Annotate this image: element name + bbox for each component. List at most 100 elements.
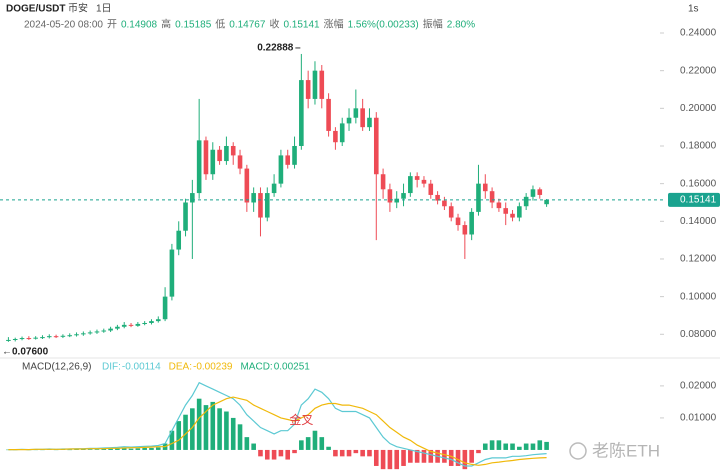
candle-body [12,338,18,340]
candle-body [155,319,161,322]
candle-body [251,193,256,203]
change-label: 涨幅 [324,18,344,31]
candle-body [217,149,222,162]
legend-value: 0.00251 [274,362,311,373]
macd-bar [346,449,352,457]
candle-body [360,108,365,128]
macd-bar [462,449,468,470]
macd-bar [455,449,461,466]
candle-body [53,336,59,338]
interval[interactable]: 1日 [96,4,112,15]
macd-bar [128,448,134,450]
macd-bar [523,443,529,450]
candle-body [489,191,495,203]
candle-body [60,335,66,337]
macd-bar [176,421,182,450]
macd-bar [217,408,222,450]
candle-body [128,324,134,326]
candle-body [19,338,25,340]
y-tick-label: 0.16000 [680,178,717,189]
candle-body [33,337,38,339]
candle-body [81,333,86,335]
macd-bar [190,408,195,450]
macd-bar [469,449,474,463]
macd-bar [142,448,147,450]
macd-bar [353,449,359,454]
candle-body [230,145,236,156]
candle-body [67,335,73,337]
candle-body [135,323,141,326]
macd-bar [183,414,188,450]
candle-body [469,211,474,235]
macd-bar [121,447,127,450]
symbol: DOGE/USDT [6,4,65,15]
macd-bar [237,424,243,450]
candle-body [408,176,413,194]
macd-bar [503,443,509,450]
speed[interactable]: 1s [688,4,699,15]
macd-bar [169,430,175,450]
macd-bar [230,417,236,450]
macd-bar [101,448,107,450]
candle-body [210,149,216,175]
cross-annotation: 金叉 [289,412,313,427]
candle-body [503,208,509,214]
legend-name: MACD: [240,362,272,373]
candle-body [196,140,202,194]
candle-body [87,332,93,334]
candle-body [224,145,229,162]
amplitude-label: 振幅 [423,18,443,31]
candle-body [101,330,107,332]
candle-body [394,198,400,203]
high: 0.15185 [175,20,212,31]
legend-name: DIF: [102,362,121,373]
macd-bar [108,448,113,450]
y-tick-label: 0.02000 [680,381,717,392]
macd-bar [482,443,488,450]
candle-body [482,183,488,192]
macd-bar [496,440,502,450]
macd-bar [115,448,120,450]
macd-bar [387,449,393,470]
candle-body [169,249,175,297]
candle-body [476,183,481,212]
watermark: 老陈ETH [569,441,660,460]
candle-body [428,183,434,195]
ohlc-row: 2024-05-20 08:00 开 0.14908 高 0.15185 低 0.14767… [24,18,475,31]
candle-body [149,321,154,323]
candle-body [496,202,502,209]
exchange: 币安 [68,2,88,15]
macd-bar [408,449,413,463]
macd-bar [442,449,447,463]
candle-body [258,193,263,218]
last-price-box [668,192,720,207]
candle-body [305,80,311,99]
candle-body [264,193,270,218]
macd-bar [258,449,263,457]
legend-value: -0.00114 [122,362,161,373]
macd-bar [339,449,345,457]
macd-bar [271,449,277,460]
amplitude: 2.80% [447,20,475,31]
close: 0.15141 [283,20,320,31]
candle-body [333,130,338,143]
candle-body [26,338,32,340]
candle-body [326,98,331,131]
y-tick-label: 0.08000 [680,329,717,340]
y-tick-label: 0.10000 [680,291,717,302]
macd-bar [94,449,100,450]
macd-bar [292,449,297,454]
macd-bar [224,411,229,450]
candle-body [278,155,284,184]
macd-bar [244,437,250,450]
candle-body [271,183,277,194]
low-arrow: ← [2,346,12,357]
macd-bar [312,430,318,450]
candle-body [421,179,427,184]
macd-bar [74,449,79,450]
candle-body [346,117,352,124]
macd-bar [135,448,141,450]
macd-bar [203,405,209,450]
candle-body [162,296,168,320]
